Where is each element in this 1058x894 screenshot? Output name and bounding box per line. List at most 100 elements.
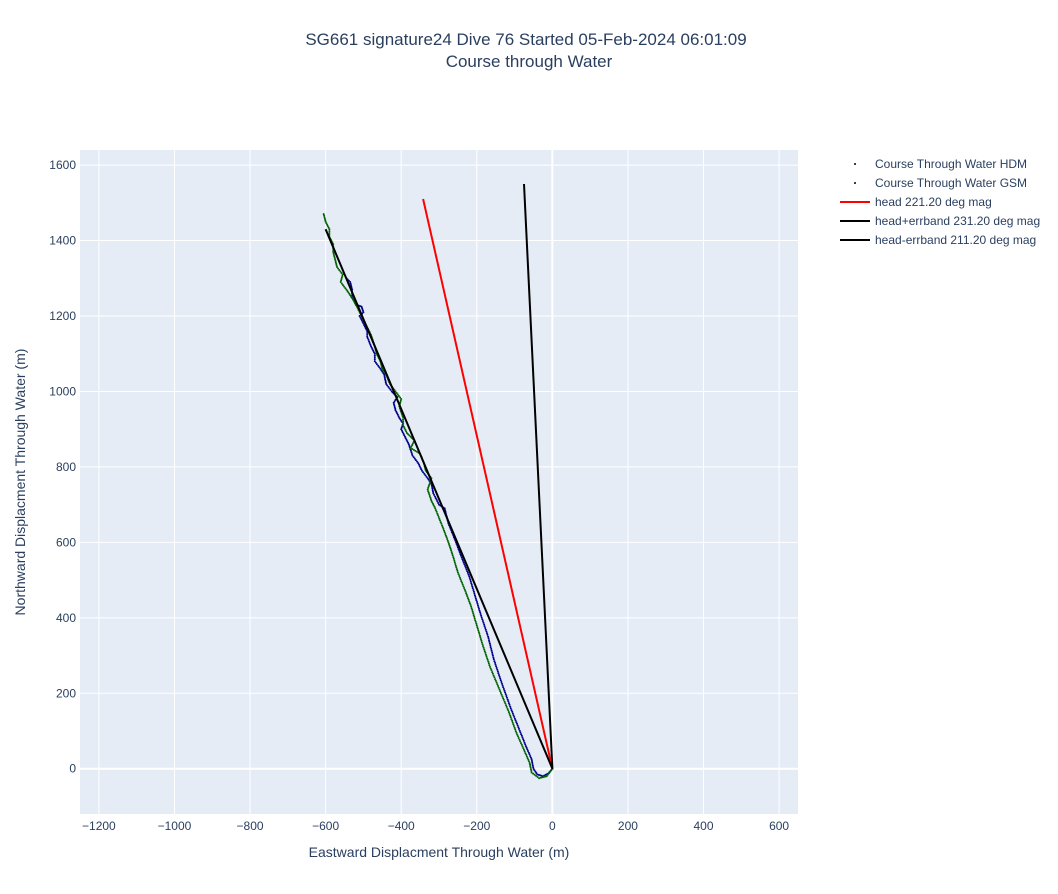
data-point [404, 428, 407, 431]
series-5 [523, 183, 554, 769]
data-point [427, 485, 430, 488]
data-point [525, 755, 528, 758]
data-point [527, 750, 529, 752]
data-point [435, 510, 438, 513]
data-point [489, 667, 492, 670]
data-point [434, 497, 437, 500]
data-point [460, 556, 463, 559]
data-point [469, 603, 472, 606]
data-point [527, 751, 530, 754]
data-point [544, 775, 547, 778]
data-point [376, 363, 378, 366]
data-point [402, 432, 405, 435]
data-point [504, 691, 507, 694]
data-point [454, 564, 457, 567]
legend-item[interactable]: Course Through Water GSM [854, 176, 1027, 190]
data-point [485, 655, 488, 658]
data-point [443, 531, 446, 534]
legend-item[interactable]: Course Through Water HDM [854, 157, 1027, 171]
data-point [387, 385, 390, 388]
y-tick-label: 1600 [49, 158, 76, 172]
data-point [402, 420, 405, 423]
data-point [346, 290, 349, 292]
legend-item[interactable]: head-errband 211.20 deg mag [840, 233, 1036, 247]
data-point [503, 700, 506, 703]
data-point [483, 648, 486, 651]
data-point [410, 451, 413, 454]
data-point [529, 756, 532, 759]
data-point [416, 460, 419, 463]
data-point [506, 698, 509, 701]
x-tick-label: 0 [549, 819, 556, 833]
data-point [414, 449, 417, 452]
data-point [472, 589, 475, 591]
data-point [541, 776, 544, 779]
data-point [550, 769, 553, 772]
data-point [498, 675, 501, 678]
x-tick-label: −600 [312, 819, 339, 833]
data-point [425, 475, 428, 478]
data-point [449, 546, 452, 549]
legend-item[interactable]: head 221.20 deg mag [840, 195, 992, 209]
data-point [393, 404, 396, 407]
data-point [464, 565, 467, 567]
data-point [339, 281, 342, 283]
data-point [409, 435, 412, 438]
data-point [399, 401, 402, 403]
data-point [455, 566, 458, 569]
data-point [439, 519, 441, 522]
data-point [381, 367, 384, 370]
data-point [456, 569, 459, 572]
data-point [512, 714, 515, 717]
data-point [428, 482, 431, 485]
data-point [456, 571, 459, 574]
data-point [483, 650, 486, 653]
data-point [474, 595, 477, 598]
x-tick-label: 400 [694, 819, 714, 833]
data-point [463, 587, 466, 589]
data-point [441, 524, 444, 527]
data-point [398, 416, 401, 419]
data-point [452, 556, 455, 559]
data-point [507, 700, 510, 703]
data-point [414, 459, 417, 462]
data-point [379, 367, 382, 370]
data-point [521, 745, 524, 748]
data-point [396, 393, 399, 396]
data-point [366, 337, 369, 340]
x-tick-label: −800 [237, 819, 264, 833]
data-point [455, 568, 458, 571]
data-point [529, 766, 532, 769]
data-point [393, 403, 395, 406]
data-point [334, 258, 337, 261]
legend[interactable]: Course Through Water HDM Course Through W… [840, 157, 1040, 247]
data-point [370, 345, 372, 348]
data-point [491, 672, 494, 675]
data-point [486, 657, 489, 660]
data-point [406, 440, 409, 443]
data-point [472, 612, 475, 615]
data-point [531, 764, 534, 767]
data-point [454, 563, 457, 565]
data-point [534, 770, 537, 773]
data-point [389, 388, 392, 391]
data-point [464, 590, 467, 593]
data-point [509, 705, 512, 708]
data-point [431, 486, 434, 488]
data-point [411, 444, 414, 446]
legend-item[interactable]: head+errband 231.20 deg mag [840, 214, 1040, 228]
x-tick-label: −1000 [158, 819, 192, 833]
data-point [522, 739, 525, 742]
data-point [461, 581, 463, 584]
data-point [448, 543, 450, 545]
data-point [468, 602, 471, 605]
data-point [480, 614, 483, 617]
data-point [491, 654, 494, 657]
data-point [520, 733, 523, 736]
data-point [496, 670, 499, 673]
data-point [470, 582, 473, 585]
y-tick-label: 200 [56, 686, 76, 700]
data-point [407, 443, 410, 446]
data-point [506, 707, 509, 710]
data-point [466, 571, 469, 574]
